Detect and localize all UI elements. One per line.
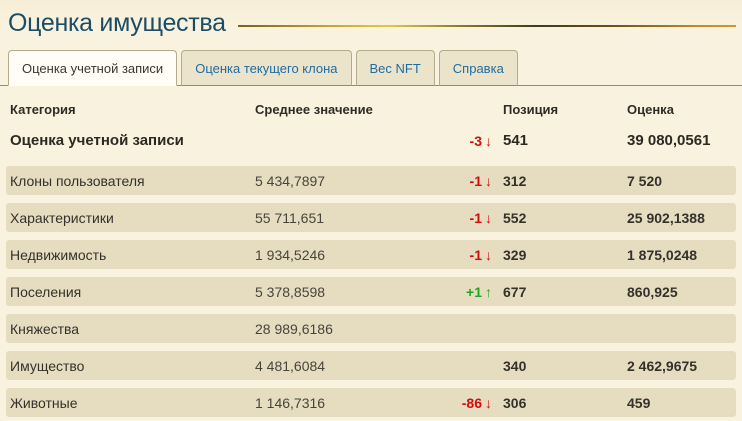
value-cell: 39 080,0561 <box>627 132 711 149</box>
category-cell: Княжества <box>10 320 80 337</box>
position-cell: 312 <box>503 172 527 189</box>
decorative-rule <box>237 25 736 27</box>
average-cell: 5 434,7897 <box>255 172 326 189</box>
tab-bar: Оценка учетной записи Оценка текущего кл… <box>0 50 742 86</box>
change-arrow-icon: ↓ <box>485 132 492 149</box>
table-row: Животные 1 146,7316 -86 ↓ 306 459 <box>6 388 736 417</box>
value-cell: 459 <box>627 394 651 411</box>
change-arrow-icon: ↓ <box>485 394 492 411</box>
table-row: Клоны пользователя 5 434,7897 -1 ↓ 312 7 … <box>6 166 736 195</box>
change-arrow-icon: ↓ <box>485 209 492 226</box>
change-cell <box>435 321 492 337</box>
table-row: Поселения 5 378,8598 +1 ↑ 677 860,925 <box>6 277 736 306</box>
table-row: Характеристики 55 711,651 -1 ↓ 552 25 902… <box>6 203 736 232</box>
table-header-row: Категория Среднее значение Позиция Оценк… <box>6 96 736 122</box>
category-cell: Животные <box>10 394 78 411</box>
column-header-position: Позиция <box>503 101 559 117</box>
category-cell: Поселения <box>10 283 82 300</box>
change-value: -3 <box>469 132 482 149</box>
change-cell: -1 ↓ <box>435 210 492 226</box>
value-cell: 25 902,1388 <box>627 209 705 226</box>
position-cell: 329 <box>503 246 527 263</box>
change-cell: +1 ↑ <box>435 284 492 300</box>
category-cell: Недвижимость <box>10 246 107 263</box>
change-value: -86 <box>461 394 482 411</box>
tab-current-clone-valuation[interactable]: Оценка текущего клона <box>181 50 352 86</box>
table-row: Недвижимость 1 934,5246 -1 ↓ 329 1 875,02… <box>6 240 736 269</box>
page-title: Оценка имущества <box>8 8 226 37</box>
change-cell: -1 ↓ <box>435 247 492 263</box>
change-cell: -86 ↓ <box>435 395 492 411</box>
average-cell: 55 711,651 <box>255 209 325 226</box>
change-value: -1 <box>469 209 482 226</box>
category-cell: Имущество <box>10 357 85 374</box>
column-header-average: Среднее значение <box>255 101 373 117</box>
position-cell: 552 <box>503 209 527 226</box>
position-cell: 306 <box>503 394 527 411</box>
summary-row: Оценка учетной записи -3 ↓ 541 39 080,056… <box>6 127 736 154</box>
table-body: Клоны пользователя 5 434,7897 -1 ↓ 312 7 … <box>0 166 742 417</box>
tab-nft-weight[interactable]: Вес NFT <box>355 50 435 86</box>
value-cell: 7 520 <box>627 172 663 189</box>
position-cell: 677 <box>503 283 527 300</box>
table-row: Княжества 28 989,6186 <box>6 314 736 343</box>
change-cell: -3 ↓ <box>435 133 492 149</box>
table-row: Имущество 4 481,6084 340 2 462,9675 <box>6 351 736 380</box>
column-header-category: Категория <box>10 101 76 117</box>
average-cell: 4 481,6084 <box>255 357 326 374</box>
change-arrow-icon: ↓ <box>485 246 492 263</box>
tab-account-valuation[interactable]: Оценка учетной записи <box>8 50 178 86</box>
change-cell: -1 ↓ <box>435 173 492 189</box>
value-cell: 860,925 <box>627 283 678 300</box>
change-value: -1 <box>469 246 482 263</box>
category-cell: Оценка учетной записи <box>10 132 184 149</box>
change-value: +1 <box>466 283 482 300</box>
category-cell: Характеристики <box>10 209 114 226</box>
category-cell: Клоны пользователя <box>10 172 145 189</box>
change-cell <box>435 358 492 374</box>
average-cell: 28 989,6186 <box>255 320 333 337</box>
column-header-value: Оценка <box>627 101 674 117</box>
change-arrow-icon: ↓ <box>485 172 492 189</box>
change-value: -1 <box>469 172 482 189</box>
position-cell: 340 <box>503 357 527 374</box>
average-cell: 5 378,8598 <box>255 283 326 300</box>
change-arrow-icon: ↑ <box>485 283 492 300</box>
average-cell: 1 934,5246 <box>255 246 326 263</box>
position-cell: 541 <box>503 132 529 149</box>
page-header: Оценка имущества <box>8 8 736 38</box>
tab-help[interactable]: Справка <box>438 50 518 86</box>
average-cell: 1 146,7316 <box>255 394 326 411</box>
value-cell: 2 462,9675 <box>627 357 698 374</box>
value-cell: 1 875,0248 <box>627 246 698 263</box>
